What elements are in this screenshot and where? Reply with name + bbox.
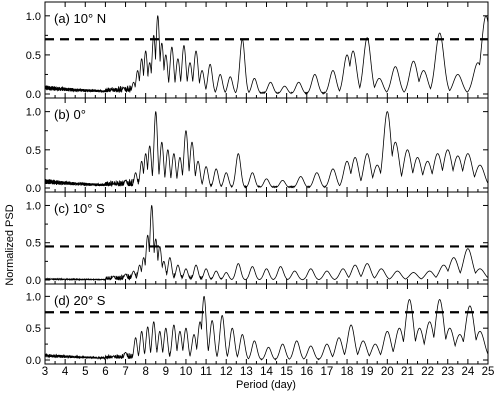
panel-frame bbox=[44, 1, 489, 99]
panel-3: 0.0 0.5 1.0 (c) 10° S bbox=[26, 191, 489, 287]
x-tick-label: 7 bbox=[122, 366, 128, 378]
y-tick-label: 0.0 bbox=[26, 183, 41, 195]
panel-frame bbox=[44, 283, 489, 365]
x-tick-label: 17 bbox=[321, 366, 334, 378]
panel-label: (d) 20° S bbox=[54, 293, 106, 308]
y-tick-label: 0.0 bbox=[26, 89, 41, 101]
y-tick-label: 0.5 bbox=[26, 238, 41, 250]
panel-frame bbox=[44, 97, 489, 193]
y-tick-label: 0.5 bbox=[26, 145, 41, 157]
x-tick-label: 20 bbox=[381, 366, 394, 378]
x-axis: 3 4 5 6 7 8 9 10 11 12 13 14 15 16 17 18 19 20 21 22 23 24 25 bbox=[42, 366, 495, 378]
psd-series-line bbox=[44, 111, 489, 189]
y-tick-label: 1.0 bbox=[26, 200, 41, 212]
x-tick-label: 12 bbox=[220, 366, 233, 378]
x-tick-label: 21 bbox=[401, 366, 414, 378]
x-tick-label: 13 bbox=[240, 366, 253, 378]
x-tick-label: 16 bbox=[300, 366, 313, 378]
y-axis-label: Normalized PSD bbox=[4, 204, 16, 285]
y-tick-label: 0.5 bbox=[26, 323, 41, 335]
x-tick-label: 15 bbox=[280, 366, 293, 378]
y-tick-label: 1.0 bbox=[26, 291, 41, 303]
x-tick-label: 8 bbox=[142, 366, 148, 378]
y-tick-label: 1.0 bbox=[26, 11, 41, 23]
x-tick-label: 25 bbox=[482, 366, 495, 378]
x-tick-label: 14 bbox=[260, 366, 273, 378]
x-tick-label: 10 bbox=[180, 366, 193, 378]
y-tick-label: 0.5 bbox=[26, 50, 41, 62]
psd-series-line bbox=[44, 204, 489, 282]
panel-2: 0.0 0.5 1.0 (b) 0° bbox=[26, 97, 489, 195]
y-tick-label: 1.0 bbox=[26, 107, 41, 119]
panel-label: (a) 10° N bbox=[54, 11, 106, 26]
y-tick-label: 0.0 bbox=[26, 275, 41, 287]
x-tick-label: 19 bbox=[361, 366, 374, 378]
panel-1: 0.0 0.5 1.0 (a) 10° N bbox=[26, 1, 489, 101]
x-tick-label: 3 bbox=[42, 366, 48, 378]
x-tick-label: 11 bbox=[200, 366, 212, 378]
psd-series-line bbox=[44, 15, 489, 95]
x-tick-label: 22 bbox=[421, 366, 434, 378]
x-tick-label: 9 bbox=[163, 366, 169, 378]
y-tick-label: 0.0 bbox=[26, 355, 41, 367]
x-tick-label: 18 bbox=[341, 366, 354, 378]
panel-frame bbox=[44, 191, 489, 285]
x-tick-label: 6 bbox=[102, 366, 108, 378]
panels-layer: 0.0 0.5 1.0 (a) 10° N 0.0 0.5 1.0 (b) 0° 0.0 0.5 1… bbox=[26, 1, 489, 367]
x-axis-label: Period (day) bbox=[236, 379, 296, 391]
panel-label: (b) 0° bbox=[54, 107, 86, 122]
panel-4: 0.0 0.5 1.0 (d) 20° S bbox=[26, 283, 489, 367]
x-tick-label: 24 bbox=[461, 366, 474, 378]
psd-series-line bbox=[44, 295, 489, 361]
x-tick-label: 23 bbox=[441, 366, 454, 378]
x-tick-label: 5 bbox=[82, 366, 88, 378]
panel-label: (c) 10° S bbox=[54, 201, 105, 216]
x-tick-label: 4 bbox=[62, 366, 69, 378]
